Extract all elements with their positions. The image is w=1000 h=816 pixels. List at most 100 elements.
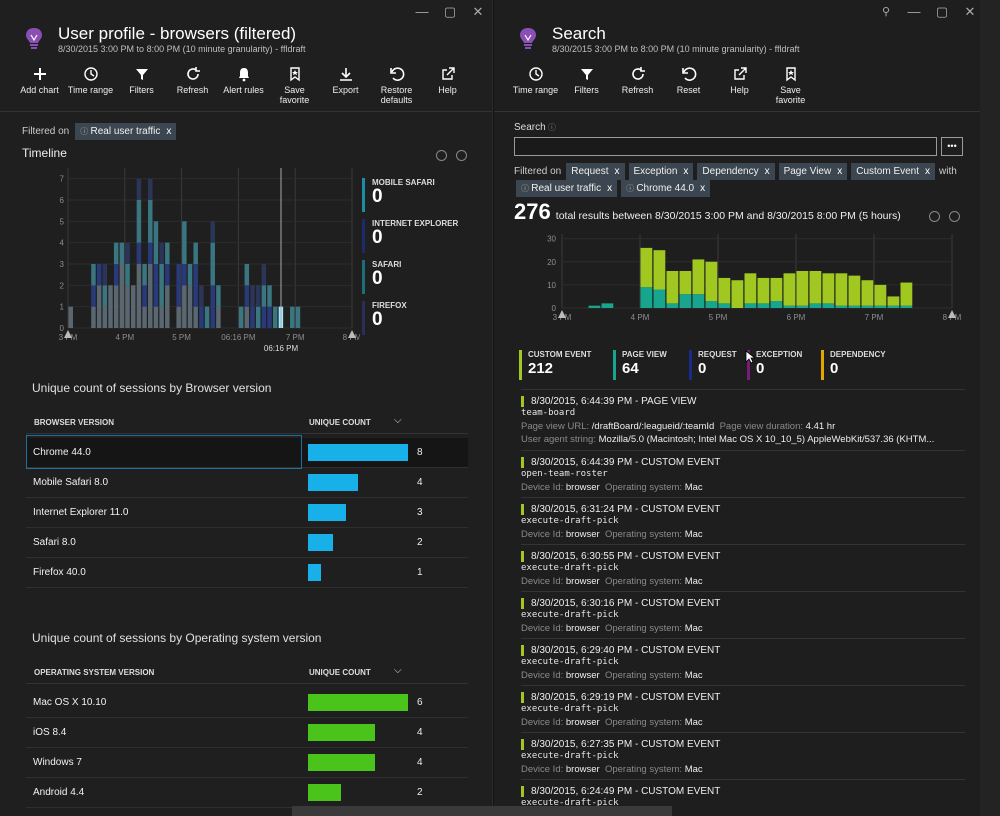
remove-filter-icon[interactable]: x: [683, 166, 689, 177]
column-header-os-version[interactable]: OPERATING SYSTEM VERSION: [34, 668, 155, 677]
table-row[interactable]: Internet Explorer 11.0 3: [26, 498, 468, 528]
row-name: Android 4.4: [33, 787, 85, 798]
zoom-out-icon[interactable]: [949, 211, 960, 222]
filter-chip-chrome-44-0[interactable]: ⓘ Chrome 44.0 x: [621, 180, 711, 197]
column-header-unique-count[interactable]: UNIQUE COUNT: [309, 668, 371, 677]
zoom-out-icon[interactable]: [456, 150, 467, 161]
close-icon[interactable]: ✕: [472, 4, 484, 19]
search-result-item[interactable]: 8/30/2015, 6:44:39 PM - PAGE VIEW team-bo…: [521, 389, 965, 450]
filter-chip-page-view[interactable]: Page View x: [778, 163, 848, 180]
legend-item[interactable]: MOBILE SAFARI 0: [362, 178, 482, 212]
minimize-icon[interactable]: —: [415, 4, 429, 19]
zoom-in-icon[interactable]: [436, 150, 447, 161]
filter-chip-dependency[interactable]: Dependency x: [697, 163, 775, 180]
table-row[interactable]: iOS 8.4 4: [26, 718, 468, 748]
restore-defaults-button[interactable]: Restore defaults: [371, 66, 422, 105]
sort-chevron-icon[interactable]: ⌵: [394, 665, 402, 676]
remove-filter-icon[interactable]: x: [166, 126, 172, 137]
sort-chevron-icon[interactable]: ⌵: [394, 415, 402, 426]
add-chart-button[interactable]: Add chart: [14, 66, 65, 105]
legend-item[interactable]: INTERNET EXPLORER 0: [362, 219, 482, 253]
refresh-button[interactable]: Refresh: [612, 66, 663, 105]
search-result-item[interactable]: 8/30/2015, 6:44:39 PM - CUSTOM EVENT open…: [521, 450, 965, 497]
minimize-icon[interactable]: —: [907, 4, 921, 19]
result-header[interactable]: 8/30/2015, 6:30:16 PM - CUSTOM EVENT: [521, 598, 720, 609]
search-result-item[interactable]: 8/30/2015, 6:30:16 PM - CUSTOM EVENT exec…: [521, 591, 965, 638]
filter-chip-exception[interactable]: Exception x: [628, 163, 694, 180]
time-range-button[interactable]: Time range: [65, 66, 116, 105]
column-header-browser-version[interactable]: BROWSER VERSION: [34, 418, 115, 427]
range-handle-right[interactable]: [348, 330, 356, 338]
remove-filter-icon[interactable]: x: [764, 166, 770, 177]
table-row[interactable]: Mac OS X 10.10 6: [26, 688, 468, 718]
legend-item[interactable]: SAFARI 0: [362, 260, 482, 294]
bar-segment: [199, 306, 204, 328]
metric-custom-event[interactable]: CUSTOM EVENT 212: [519, 350, 599, 380]
result-header[interactable]: 8/30/2015, 6:30:55 PM - CUSTOM EVENT: [521, 551, 720, 562]
filter-chip-custom-event[interactable]: Custom Event x: [851, 163, 936, 180]
result-header[interactable]: 8/30/2015, 6:27:35 PM - CUSTOM EVENT: [521, 739, 720, 750]
result-header[interactable]: 8/30/2015, 6:29:19 PM - CUSTOM EVENT: [521, 692, 720, 703]
result-header[interactable]: 8/30/2015, 6:29:40 PM - CUSTOM EVENT: [521, 645, 720, 656]
reset-button[interactable]: Reset: [663, 66, 714, 105]
search-result-item[interactable]: 8/30/2015, 6:27:35 PM - CUSTOM EVENT exec…: [521, 732, 965, 779]
metric-exception[interactable]: EXCEPTION 0: [747, 350, 827, 380]
result-header[interactable]: 8/30/2015, 6:24:49 PM - CUSTOM EVENT: [521, 786, 720, 797]
table-row[interactable]: Android 4.4 2: [26, 778, 468, 808]
search-result-item[interactable]: 8/30/2015, 6:31:24 PM - CUSTOM EVENT exec…: [521, 497, 965, 544]
help-button[interactable]: Help: [714, 66, 765, 105]
table-row[interactable]: Mobile Safari 8.0 4: [26, 468, 468, 498]
zoom-in-icon[interactable]: [929, 211, 940, 222]
save-favorite-button[interactable]: Save favorite: [765, 66, 816, 105]
result-header[interactable]: 8/30/2015, 6:44:39 PM - CUSTOM EVENT: [521, 457, 720, 468]
filter-chip-real-user-traffic[interactable]: ⓘ Real user traffic x: [75, 123, 177, 140]
result-header[interactable]: 8/30/2015, 6:31:24 PM - CUSTOM EVENT: [521, 504, 720, 515]
filters-button[interactable]: Filters: [116, 66, 167, 105]
remove-filter-icon[interactable]: x: [925, 166, 931, 177]
save-favorite-button[interactable]: Save favorite: [269, 66, 320, 105]
remove-filter-icon[interactable]: x: [614, 166, 620, 177]
alert-rules-button[interactable]: Alert rules: [218, 66, 269, 105]
pin-icon[interactable]: ⚲: [881, 6, 891, 18]
command-bar: Time range Filters Refresh Reset Help Save fa…: [510, 66, 816, 105]
help-button[interactable]: Help: [422, 66, 473, 105]
property-key: Operating system:: [604, 576, 683, 587]
search-result-item[interactable]: 8/30/2015, 6:30:55 PM - CUSTOM EVENT exec…: [521, 544, 965, 591]
horizontal-scrollbar[interactable]: [292, 806, 672, 816]
result-header[interactable]: 8/30/2015, 6:44:39 PM - PAGE VIEW: [521, 396, 696, 407]
legend-item[interactable]: FIREFOX 0: [362, 301, 482, 335]
property-key: Device Id:: [521, 482, 564, 493]
more-options-button[interactable]: •••: [941, 137, 963, 156]
filter-chip-real-user-traffic[interactable]: ⓘ Real user traffic x: [516, 180, 618, 197]
range-handle-left[interactable]: [64, 330, 72, 338]
close-icon[interactable]: ✕: [964, 4, 976, 19]
search-result-item[interactable]: 8/30/2015, 6:29:19 PM - CUSTOM EVENT exec…: [521, 685, 965, 732]
remove-filter-icon[interactable]: x: [837, 166, 843, 177]
scrollbar[interactable]: [980, 0, 1000, 816]
remove-filter-icon[interactable]: x: [700, 183, 706, 194]
export-button[interactable]: Export: [320, 66, 371, 105]
column-header-unique-count[interactable]: UNIQUE COUNT: [309, 418, 371, 427]
time-range-button[interactable]: Time range: [510, 66, 561, 105]
search-result-item[interactable]: 8/30/2015, 6:29:40 PM - CUSTOM EVENT exec…: [521, 638, 965, 685]
maximize-icon[interactable]: ▢: [443, 4, 457, 19]
filter-chip-request[interactable]: Request x: [566, 163, 625, 180]
remove-filter-icon[interactable]: x: [607, 183, 613, 194]
maximize-icon[interactable]: ▢: [935, 4, 949, 19]
metric-request[interactable]: REQUEST 0: [689, 350, 769, 380]
range-handle-left[interactable]: [558, 310, 566, 318]
table-row[interactable]: Chrome 44.0 8: [26, 435, 468, 469]
refresh-button[interactable]: Refresh: [167, 66, 218, 105]
metric-dependency[interactable]: DEPENDENCY 0: [821, 350, 901, 380]
filters-button[interactable]: Filters: [561, 66, 612, 105]
search-input[interactable]: [514, 137, 937, 156]
bar-segment: [666, 271, 679, 304]
search-result-item[interactable]: 8/30/2015, 6:24:49 PM - CUSTOM EVENT exec…: [521, 779, 965, 816]
table-row[interactable]: Safari 8.0 2: [26, 528, 468, 558]
table-row[interactable]: Firefox 40.0 1: [26, 558, 468, 588]
metric-page-view[interactable]: PAGE VIEW 64: [613, 350, 693, 380]
range-handle-right[interactable]: [948, 310, 956, 318]
table-row[interactable]: Windows 7 4: [26, 748, 468, 778]
